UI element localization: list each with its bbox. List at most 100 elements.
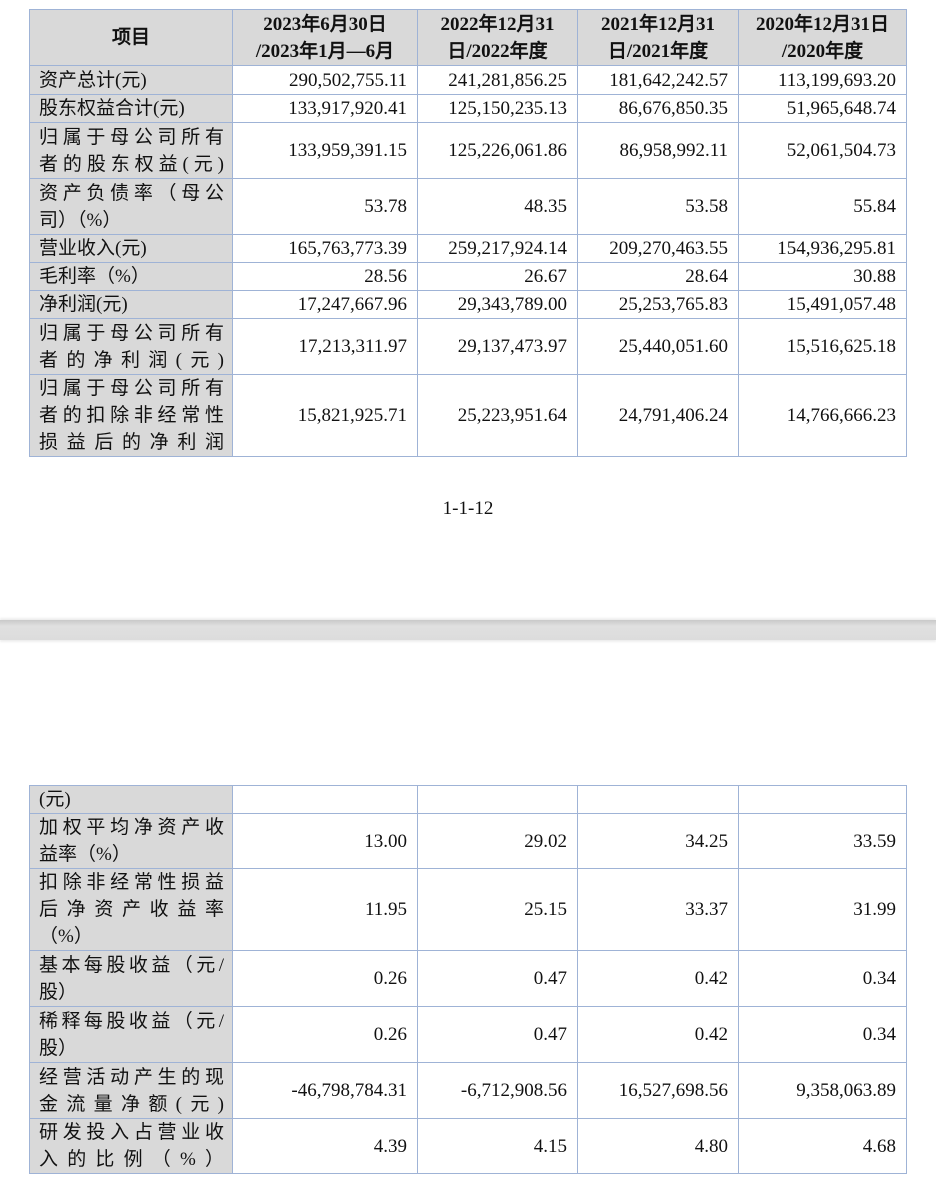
table-row: 资产负债率（母公 司）（%） 53.78 48.35 53.58 55.84 [29,178,907,235]
row-label: 归属于母公司所有 者的扣除非经常性 损益后的净利润 [29,374,233,457]
value-cell: 9,358,063.89 [738,1062,907,1119]
row-label-line: 营业收入(元) [39,238,147,259]
value-cell: 13.00 [232,813,418,869]
header-line: 2021年12月31 [600,13,715,35]
header-line: 2023年6月30日 [263,13,387,35]
table-header-row: 项目 2023年6月30日/2023年1月—6月 2022年12月31 日/202… [29,9,907,66]
table-row: (元) [29,785,907,814]
value-cell: 31.99 [738,868,907,951]
value-cell: 28.56 [232,262,418,291]
table-body: 资产总计(元) 290,502,755.11 241,281,856.25 181,6… [29,65,907,457]
value-cell: 51,965,648.74 [738,94,907,123]
value-cell: 86,676,850.35 [577,94,739,123]
value-cell: 241,281,856.25 [417,65,578,95]
value-cell: 181,642,242.57 [577,65,739,95]
value-cell: 16,527,698.56 [577,1062,739,1119]
row-label-line: 净利润(元) [39,294,128,315]
table-row: 经营活动产生的现 金流量净额(元) -46,798,784.31 -6,712,908… [29,1062,907,1119]
header-line: 2022年12月31 [440,13,555,35]
value-cell: 24,791,406.24 [577,374,739,457]
value-cell: 0.47 [417,950,578,1007]
value-cell: 25,440,051.60 [577,318,739,375]
value-cell: 33.37 [577,868,739,951]
row-label: (元) [29,785,233,814]
header-period: 2021年12月31 日/2021年度 [577,9,739,66]
value-cell: 4.68 [738,1118,907,1174]
table-row: 稀释每股收益（元/股） 0.26 0.47 0.42 0.34 [29,1006,907,1063]
value-cell: 29.02 [417,813,578,869]
value-cell: 17,247,667.96 [232,290,418,319]
row-label-line: 股东权益合计(元) [39,98,185,119]
row-label-line: (元) [39,789,71,810]
value-cell: 259,217,924.14 [417,234,578,263]
row-label-line: 经营活动产生的现 [39,1066,224,1088]
row-label: 经营活动产生的现 金流量净额(元) [29,1062,233,1119]
row-label-line: 资产总计(元) [39,69,147,91]
table-row: 基本每股收益（元/股） 0.26 0.47 0.42 0.34 [29,950,907,1007]
value-cell [577,785,739,814]
value-cell: 154,936,295.81 [738,234,907,263]
table-row: 毛利率（%） 28.56 26.67 28.64 30.88 [29,262,907,291]
value-cell: 290,502,755.11 [232,65,418,95]
row-label: 毛利率（%） [29,262,233,291]
row-label-line: （%） [39,926,93,947]
table-row: 归属于母公司所有 者的股东权益(元) 133,959,391.15 125,226,0… [29,122,907,179]
value-cell [417,785,578,814]
row-label: 营业收入(元) [29,234,233,263]
value-cell: 55.84 [738,178,907,235]
row-label-line: 金流量净额(元) [39,1093,224,1115]
table-row: 加权平均净资产收 益率（%） 13.00 29.02 34.25 33.59 [29,813,907,869]
value-cell: 0.34 [738,950,907,1007]
header-period: 2022年12月31 日/2022年度 [417,9,578,66]
value-cell: 53.78 [232,178,418,235]
value-cell: 53.58 [577,178,739,235]
table-row: 营业收入(元) 165,763,773.39 259,217,924.14 209,2… [29,234,907,263]
value-cell: 25,253,765.83 [577,290,739,319]
value-cell: 0.47 [417,1006,578,1063]
value-cell: -46,798,784.31 [232,1062,418,1119]
financial-summary-table-continued: (元) 加权平均净资产收 益率（%） 13.00 29.02 34.25 33.59 扣除非经… [29,785,907,1174]
row-label: 归属于母公司所有 者的股东权益(元) [29,122,233,179]
row-label-line: 者的扣除非经常性 [39,405,224,426]
table-row: 资产总计(元) 290,502,755.11 241,281,856.25 181,6… [29,65,907,95]
table-row: 股东权益合计(元) 133,917,920.41 125,150,235.13 86,… [29,94,907,123]
value-cell: 0.26 [232,950,418,1007]
row-label-line: 扣除非经常性损益 [39,872,224,893]
page-separator [0,620,936,640]
row-label-line: 归属于母公司所有 [39,126,224,148]
value-cell: 4.80 [577,1118,739,1174]
value-cell: 29,137,473.97 [417,318,578,375]
value-cell: 209,270,463.55 [577,234,739,263]
value-cell: 0.42 [577,1006,739,1063]
row-label-line: 后净资产收益率 [39,899,224,920]
row-label-line: 资产负债率（母公 [39,182,224,204]
row-label-line: 归属于母公司所有 [39,378,224,399]
row-label-line: 归属于母公司所有 [39,322,224,344]
value-cell: 30.88 [738,262,907,291]
value-cell: -6,712,908.56 [417,1062,578,1119]
row-label: 资产负债率（母公 司）（%） [29,178,233,235]
row-label-line: 入的比例（%） [39,1149,224,1170]
row-label-line: 司）（%） [39,209,122,231]
page-number: 1-1-12 [442,498,494,519]
value-cell [738,785,907,814]
header-line: 2020年12月31日 [755,13,889,35]
row-label: 研发投入占营业收 入的比例（%） [29,1118,233,1174]
value-cell: 28.64 [577,262,739,291]
value-cell: 4.39 [232,1118,418,1174]
row-label-line: 基本每股收益（元/ [39,954,224,976]
header-period: 2020年12月31日/2020年度 [738,9,907,66]
row-label-line: 损益后的净利润 [39,432,224,453]
value-cell: 52,061,504.73 [738,122,907,179]
table-row: 扣除非经常性损益 后净资产收益率 （%） 11.95 25.15 33.37 31.99 [29,868,907,951]
header-line: /2023年1月—6月 [255,40,395,62]
row-label: 稀释每股收益（元/股） [29,1006,233,1063]
value-cell: 11.95 [232,868,418,951]
header-item: 项目 [29,9,233,66]
row-label-line: 加权平均净资产收 [39,817,224,838]
row-label-line: 稀释每股收益（元/ [39,1010,224,1032]
value-cell: 0.26 [232,1006,418,1063]
value-cell: 165,763,773.39 [232,234,418,263]
financial-summary-table: 项目 2023年6月30日/2023年1月—6月 2022年12月31 日/202… [29,9,907,457]
table-row: 研发投入占营业收 入的比例（%） 4.39 4.15 4.80 4.68 [29,1118,907,1174]
